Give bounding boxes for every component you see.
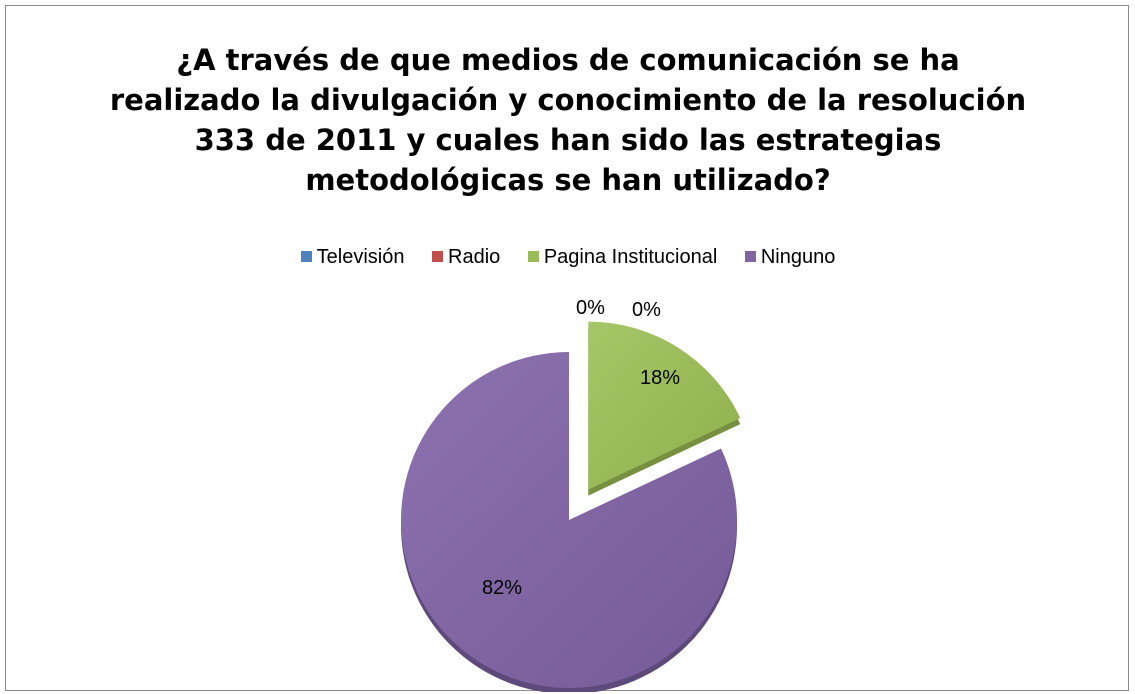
data-label-radio: 0% — [632, 299, 661, 321]
legend-item-radio: Radio — [432, 246, 500, 269]
legend-item-television: Televisión — [300, 246, 405, 269]
legend-swatch-ninguno — [744, 251, 756, 263]
legend-swatch-pagina-institucional — [527, 251, 539, 263]
legend-label-ninguno: Ninguno — [760, 246, 836, 269]
data-label-ninguno: 82% — [482, 577, 522, 599]
legend-label-television: Televisión — [316, 246, 405, 269]
data-label-pagina-institucional: 18% — [640, 367, 680, 389]
pie-slice-ninguno — [400, 352, 737, 689]
pie-chart: 0% 0% 18% 82% — [400, 297, 741, 692]
legend-label-radio: Radio — [448, 246, 501, 269]
legend-item-ninguno: Ninguno — [744, 246, 836, 269]
data-label-television: 0% — [576, 297, 605, 319]
legend-item-pagina-institucional: Pagina Institucional — [527, 246, 718, 269]
legend-label-pagina-institucional: Pagina Institucional — [543, 246, 718, 269]
chart-area: ¿A través de que medios de comunicación … — [5, 5, 1130, 692]
pie-slice-pagina-institucional — [588, 321, 741, 490]
legend: Televisión Radio Pagina Institucional Ni… — [6, 246, 1130, 269]
legend-swatch-radio — [432, 251, 444, 263]
chart-title: ¿A través de que medios de comunicación … — [109, 43, 1027, 197]
legend-swatch-television — [300, 251, 312, 263]
